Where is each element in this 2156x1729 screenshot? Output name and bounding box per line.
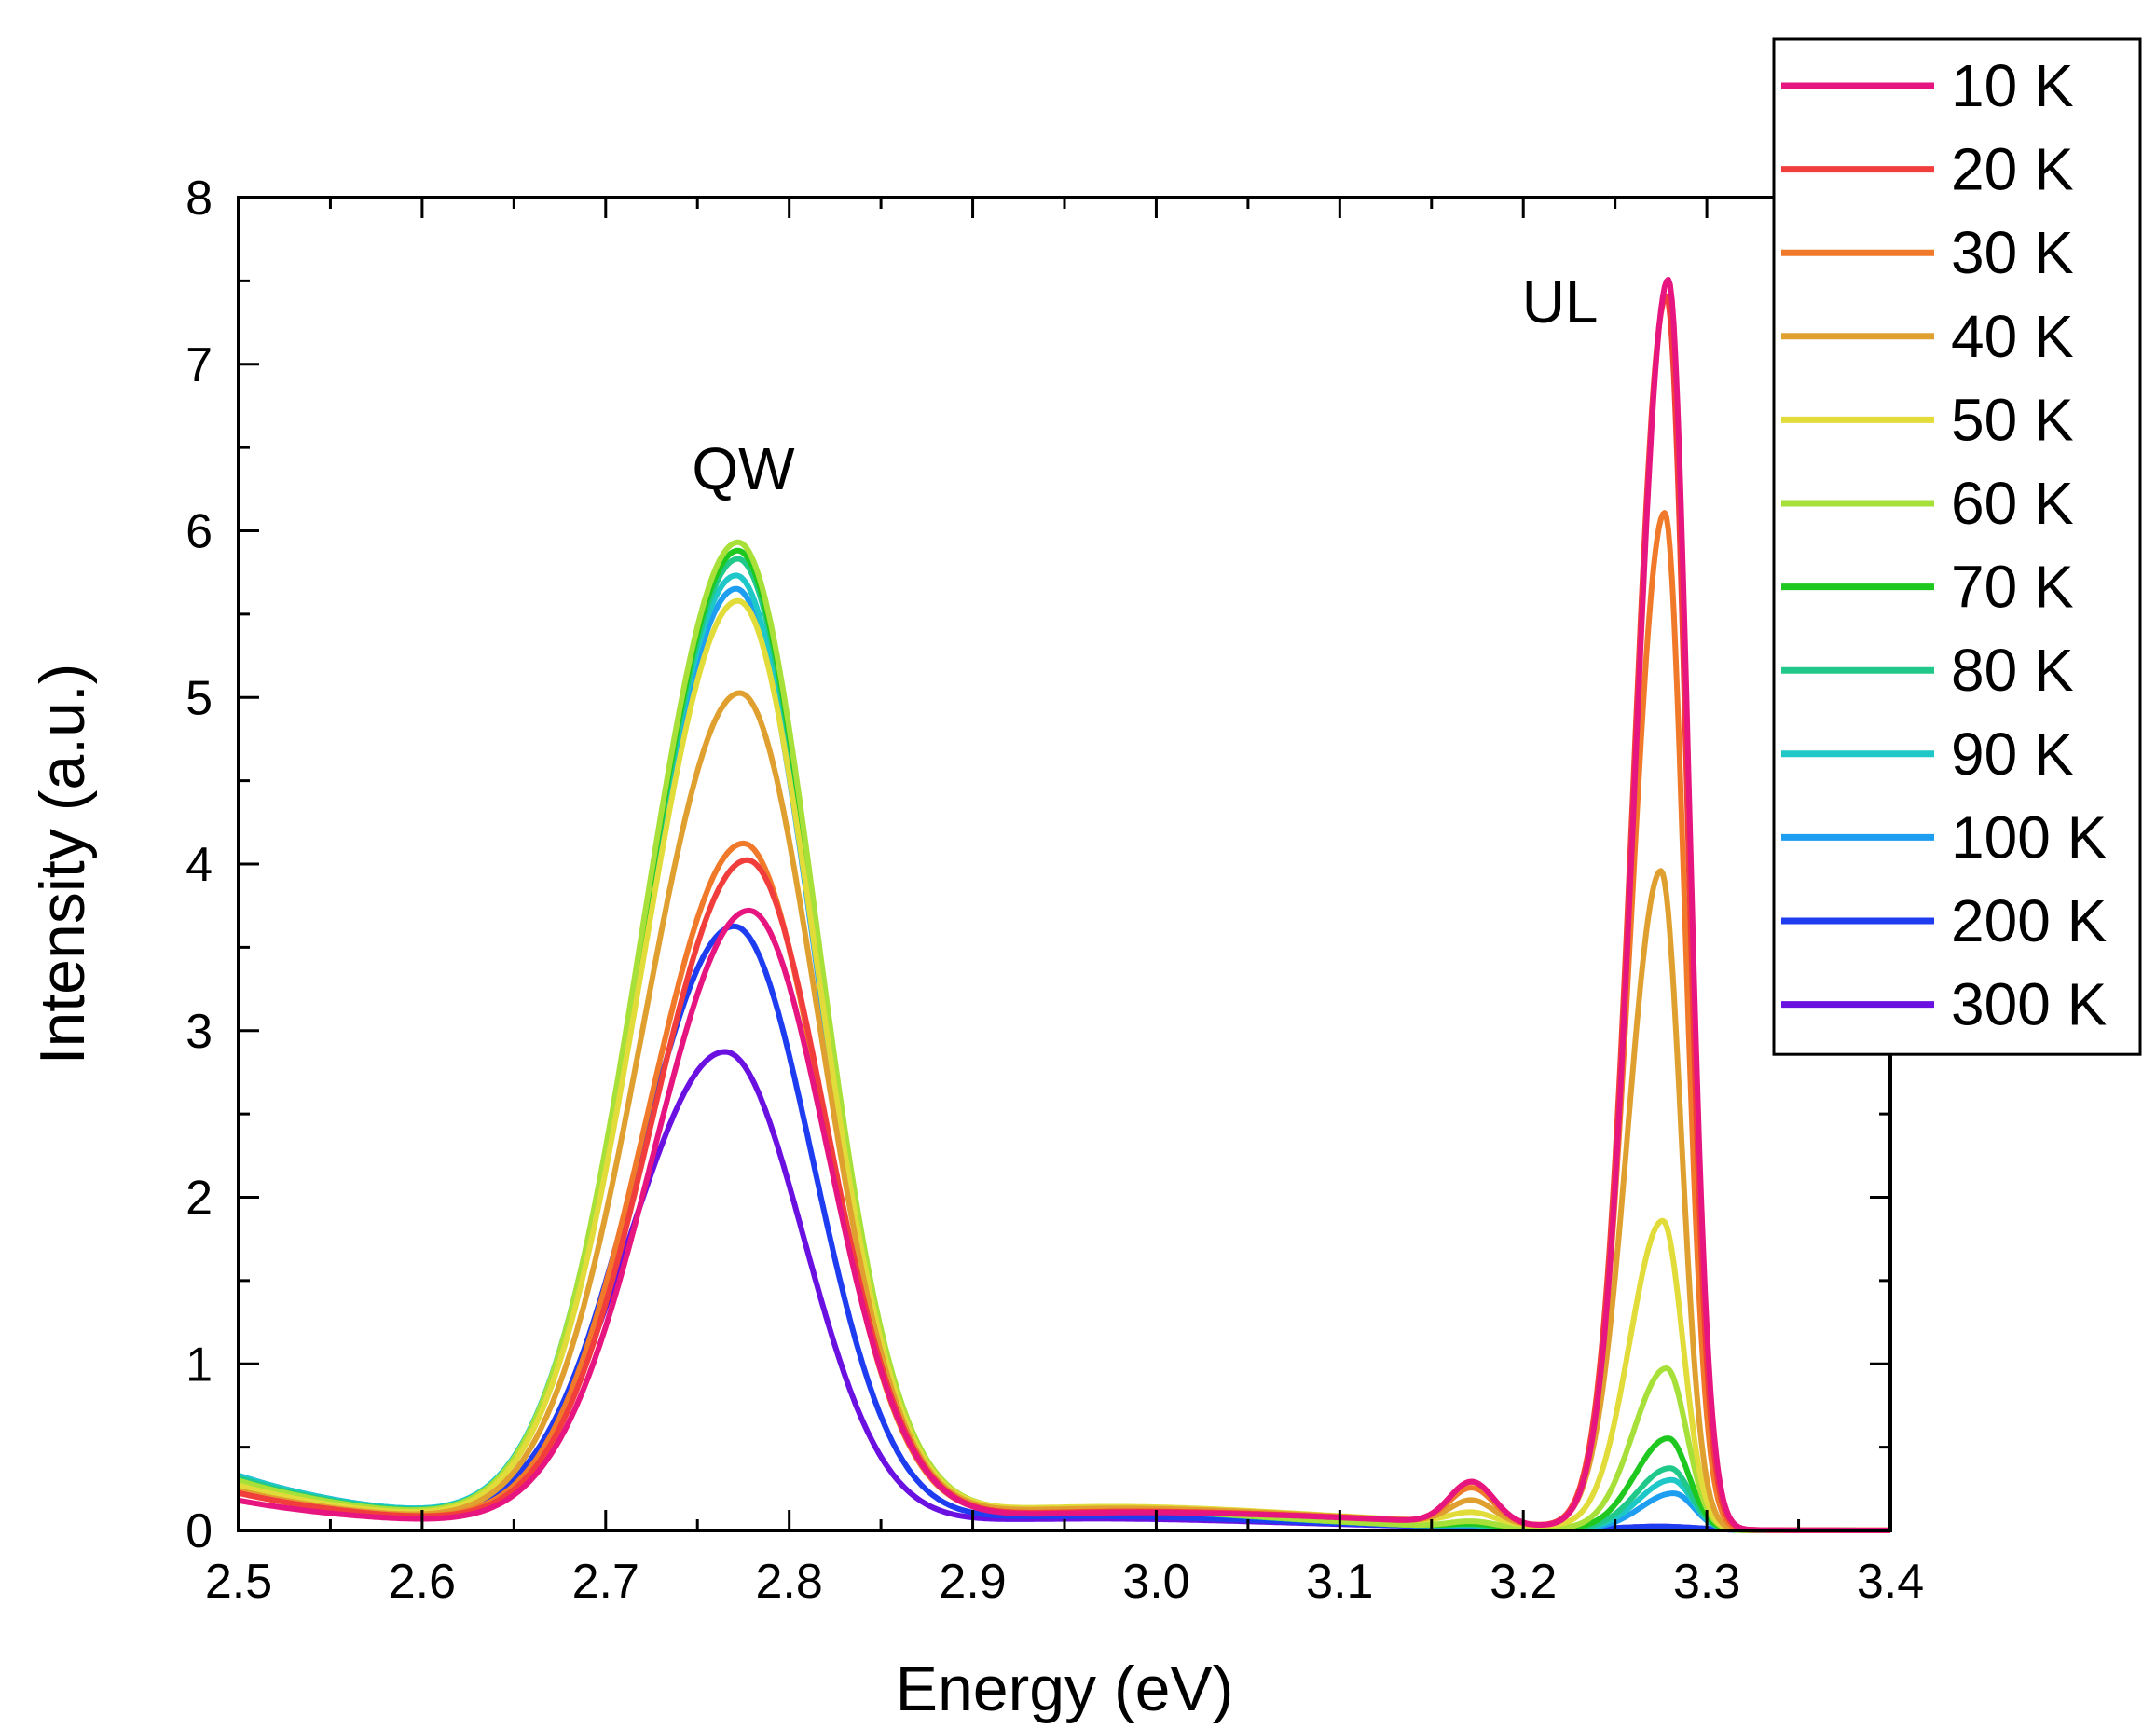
labels-layer: 2.5 2.6 2.7 2.8 2.9 3.0 3.1 3.2 3.3 3.4 0 1 2 3 4 5 6 7 8 bbox=[185, 172, 1924, 1609]
legend-label: 100 K bbox=[1951, 803, 2107, 871]
legend-label: 10 K bbox=[1951, 52, 2074, 119]
x-tick-label: 2.7 bbox=[572, 1555, 639, 1609]
x-axis-title: Energy (eV) bbox=[896, 1654, 1234, 1724]
series-line-40k bbox=[238, 690, 1891, 1533]
y-tick-label: 7 bbox=[185, 338, 213, 392]
y-tick-label: 8 bbox=[185, 172, 213, 226]
x-tick-label: 3.0 bbox=[1122, 1555, 1189, 1609]
y-tick-label: 0 bbox=[185, 1504, 213, 1558]
x-tick-label: 2.9 bbox=[939, 1555, 1006, 1609]
plot-frame bbox=[237, 196, 1892, 1532]
legend-label: 20 K bbox=[1951, 136, 2074, 203]
y-tick-label: 5 bbox=[185, 671, 213, 725]
annotation-qw: QW bbox=[692, 435, 795, 502]
x-tick-label: 2.5 bbox=[205, 1555, 272, 1609]
series-line-10k bbox=[238, 276, 1891, 1533]
y-tick-label: 4 bbox=[185, 838, 213, 892]
annotation-ul: UL bbox=[1522, 268, 1599, 336]
legend-label: 70 K bbox=[1951, 554, 2074, 621]
y-tick-label: 6 bbox=[185, 505, 213, 559]
series-line-200k bbox=[238, 923, 1891, 1533]
ticks-layer bbox=[237, 196, 1892, 1532]
x-tick-label: 3.1 bbox=[1306, 1555, 1373, 1609]
x-tick-label: 2.8 bbox=[756, 1555, 823, 1609]
y-tick-label: 2 bbox=[185, 1172, 213, 1226]
legend-label: 60 K bbox=[1951, 470, 2074, 537]
legend-label: 200 K bbox=[1951, 887, 2107, 954]
y-axis-title: Intensity (a.u.) bbox=[27, 664, 98, 1065]
legend-label: 40 K bbox=[1951, 303, 2074, 370]
x-tick-label: 2.6 bbox=[389, 1555, 456, 1609]
legend-label: 300 K bbox=[1951, 971, 2107, 1038]
legend-label: 80 K bbox=[1951, 637, 2074, 704]
series-layer bbox=[238, 276, 1891, 1533]
x-tick-label: 3.3 bbox=[1673, 1555, 1740, 1609]
y-tick-label: 1 bbox=[185, 1338, 213, 1392]
series-line-20k bbox=[238, 293, 1891, 1533]
legend-label: 30 K bbox=[1951, 219, 2074, 286]
legend-label: 50 K bbox=[1951, 386, 2074, 453]
legend-label: 90 K bbox=[1951, 720, 2074, 788]
legend-box bbox=[1772, 37, 2142, 1056]
legend: 10 K 20 K 30 K 40 K 50 K 60 K 70 K 80 K 90 K 100 … bbox=[1772, 37, 2142, 1056]
x-tick-label: 3.2 bbox=[1490, 1555, 1557, 1609]
x-tick-label: 3.4 bbox=[1857, 1555, 1924, 1609]
legend-items: 10 K 20 K 30 K 40 K 50 K 60 K 70 K 80 K 90 K 100 … bbox=[1781, 52, 2107, 1038]
y-tick-label: 3 bbox=[185, 1005, 213, 1059]
